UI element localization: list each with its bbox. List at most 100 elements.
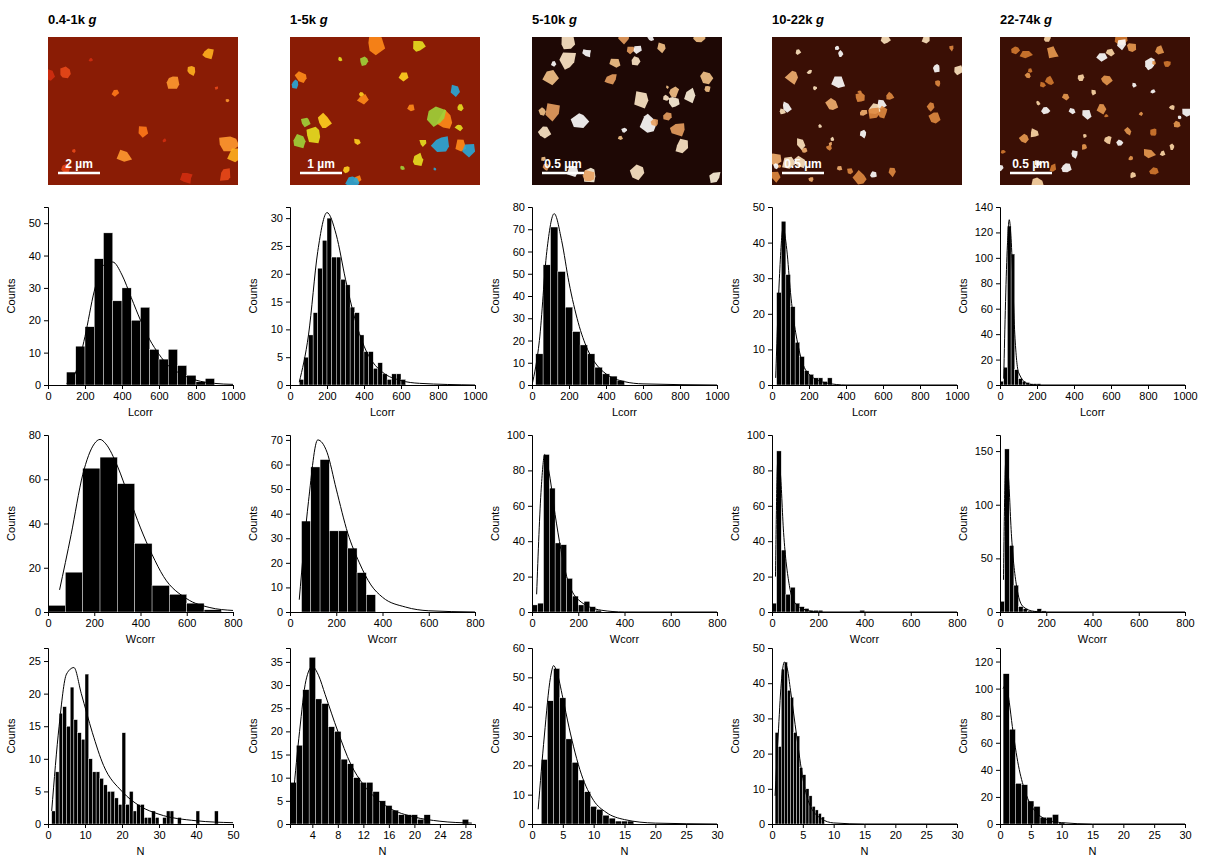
flake <box>292 80 299 89</box>
y-tick-label: 60 <box>513 500 525 512</box>
fit-curve <box>775 662 957 824</box>
y-tick-mark <box>996 451 1000 452</box>
x-tick-label: 1000 <box>945 390 969 402</box>
y-tick: 100 <box>975 252 1000 264</box>
flake <box>1036 101 1040 106</box>
y-axis-line <box>768 208 773 386</box>
x-tick-label: 600 <box>662 617 680 629</box>
x-tick-mark <box>159 385 160 389</box>
y-tick-label: 100 <box>975 683 993 695</box>
y-tick-label: 40 <box>513 701 525 713</box>
x-tick-mark <box>1074 385 1075 389</box>
x-tick-label: 200 <box>1038 617 1056 629</box>
flake <box>670 123 685 136</box>
y-tick-mark <box>44 320 48 321</box>
y-tick: 80 <box>513 464 532 476</box>
flake <box>72 149 76 153</box>
bar <box>55 772 59 824</box>
flake <box>457 104 463 111</box>
bar <box>107 791 111 824</box>
y-tick: 0 <box>277 379 290 391</box>
y-axis: 01020304050 <box>753 642 773 830</box>
x-tick-mark <box>1139 612 1140 616</box>
y-tick-mark <box>996 505 1000 506</box>
bar <box>192 824 196 825</box>
y-tick: 40 <box>29 250 48 262</box>
y-tick: 20 <box>29 688 48 700</box>
y-tick-mark <box>286 708 290 709</box>
x-tick: 20 <box>890 824 902 841</box>
y-tick: 40 <box>29 518 48 530</box>
y-tick: 0 <box>987 606 1000 618</box>
x-tick-mark <box>94 612 95 616</box>
bar <box>784 662 787 824</box>
y-axis-title: Counts <box>247 718 259 753</box>
bar <box>437 824 443 825</box>
y-tick-label: 20 <box>271 557 283 569</box>
x-tick: 0 <box>45 824 51 841</box>
bar <box>781 221 786 385</box>
x-tick: 600 <box>1102 385 1120 402</box>
y-tick-label: 70 <box>271 434 283 446</box>
y-tick: 40 <box>271 508 290 520</box>
bar <box>355 313 360 385</box>
histogram-panel: 05101520253001020304050NCounts <box>729 642 964 857</box>
flake <box>709 172 720 183</box>
x-tick: 5 <box>1028 824 1034 841</box>
y-tick: 120 <box>975 656 1000 668</box>
flake <box>226 99 230 102</box>
bar <box>791 697 794 824</box>
x-tick: 30 <box>1179 824 1191 841</box>
y-tick: 15 <box>29 720 48 732</box>
y-axis-title: Counts <box>5 506 17 541</box>
x-tick: 10 <box>1056 824 1068 841</box>
x-tick-mark <box>865 824 866 828</box>
y-tick: 20 <box>29 562 48 574</box>
y-tick-mark <box>996 689 1000 690</box>
x-tick-mark <box>563 824 564 828</box>
y-tick-label: 60 <box>981 737 993 749</box>
scale-bar <box>300 172 342 175</box>
y-tick-mark <box>44 759 48 760</box>
flake <box>847 168 853 174</box>
x-axis: 02004006008001000 <box>45 385 245 402</box>
x-tick: 40 <box>190 824 202 841</box>
y-axis: 020406080100120140 <box>975 201 1001 391</box>
y-axis-line <box>528 649 533 825</box>
bar <box>578 605 584 612</box>
x-tick-mark <box>846 385 847 389</box>
x-tick-label: 5 <box>560 829 566 841</box>
x-tick: 200 <box>328 612 346 629</box>
x-tick: 400 <box>132 612 150 629</box>
y-tick: 5 <box>277 795 290 807</box>
x-tick-label: 800 <box>466 617 484 629</box>
flake <box>318 113 332 128</box>
x-tick-mark <box>141 612 142 616</box>
bar <box>52 811 56 824</box>
y-tick-mark <box>996 258 1000 259</box>
flake <box>704 86 710 92</box>
y-tick-label: 10 <box>29 753 41 765</box>
x-tick-mark <box>1148 385 1149 389</box>
bar <box>383 374 388 385</box>
flake <box>1031 128 1039 137</box>
y-tick-label: 30 <box>271 679 283 691</box>
x-axis: 01020304050 <box>45 824 239 841</box>
x-tick-label: 20 <box>650 829 662 841</box>
bar <box>329 531 338 612</box>
flake <box>949 46 953 52</box>
y-tick: 50 <box>753 642 772 654</box>
x-tick-label: 800 <box>948 617 966 629</box>
bar <box>200 824 204 825</box>
flake <box>1164 61 1171 67</box>
x-tick-label: 0 <box>769 829 775 841</box>
flake <box>455 125 463 132</box>
x-tick: 600 <box>902 612 920 629</box>
y-tick: 0 <box>987 818 1000 830</box>
x-tick: 0 <box>529 612 535 629</box>
bar <box>597 809 603 824</box>
flake <box>663 112 672 120</box>
y-tick-label: 20 <box>513 759 525 771</box>
y-tick: 10 <box>753 783 772 795</box>
y-tick: 20 <box>271 725 290 737</box>
